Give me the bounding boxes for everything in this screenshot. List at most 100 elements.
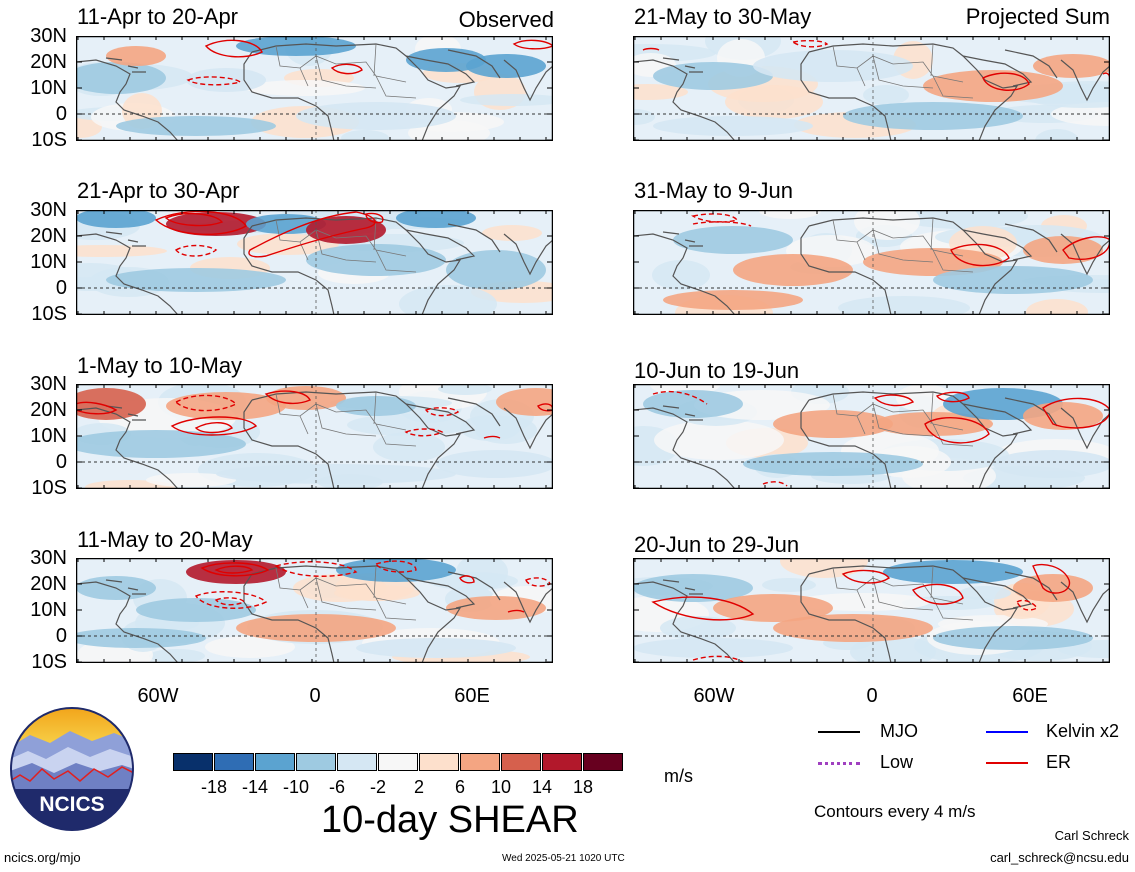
er-contour-positive — [365, 212, 384, 224]
shading-region — [673, 226, 793, 254]
panel-title-8: 20-Jun to 29-Jun — [634, 532, 800, 557]
shading-region — [933, 626, 1093, 650]
shading-region — [663, 290, 803, 310]
colorbar-tick-label: -10 — [282, 777, 309, 797]
website-link[interactable]: ncics.org/mjo — [4, 850, 81, 865]
er-contour-positive — [194, 422, 233, 434]
lat-label-row4-2: 10N — [30, 599, 67, 621]
shading-patch — [854, 210, 920, 240]
panel-title-4: 11-May to 20-May — [77, 527, 253, 552]
mjo-legend-label: MJO — [880, 721, 918, 741]
colorbar-swatch — [460, 753, 500, 771]
er-contour-positive — [248, 211, 376, 258]
country-borders — [275, 217, 417, 273]
er-contour-positive — [935, 391, 970, 403]
coastline — [405, 397, 501, 435]
shading-region — [933, 266, 1093, 294]
timestamp: Wed 2025-05-21 1020 UTC — [502, 853, 625, 864]
lat-label-row4-1: 20N — [30, 573, 67, 595]
er-contour-negative — [274, 561, 358, 577]
ncics-logo-text: NCICS — [39, 793, 104, 816]
colorbar-tick-label: -6 — [328, 777, 345, 797]
shading-patch — [205, 636, 295, 658]
colorbar-swatch — [296, 753, 336, 771]
colorbar-tick-label: -2 — [369, 777, 386, 797]
shading-patch — [896, 384, 952, 412]
units-label: m/s — [664, 766, 693, 786]
lon-label-60w-left: 60W — [137, 685, 179, 707]
shading-region — [446, 596, 546, 620]
shading-region — [436, 450, 553, 478]
er-contour-negative — [424, 407, 459, 417]
colorbar-swatch — [337, 753, 377, 771]
shading-region — [76, 388, 146, 420]
er-contour-positive — [164, 212, 224, 227]
coastline — [76, 59, 179, 141]
shading-region — [993, 450, 1110, 478]
coastline — [633, 581, 736, 663]
er-contour-positive — [1032, 563, 1071, 594]
map-panel-3 — [76, 384, 553, 489]
coastline — [1060, 233, 1110, 276]
shading-region — [136, 598, 256, 622]
colorbar-tick-label: 10 — [490, 777, 512, 797]
shading-patch — [1026, 299, 1088, 315]
coastline — [105, 57, 146, 73]
colorbar-swatch — [378, 753, 418, 771]
panel-title-2: 21-Apr to 30-Apr — [77, 178, 240, 203]
shading-region — [446, 250, 546, 290]
shading-patch — [438, 384, 492, 395]
er-contour-positive — [170, 416, 258, 436]
lat-label-row3-3: 0 — [55, 451, 67, 473]
coastline — [405, 223, 501, 261]
lat-label-row2-0: 30N — [30, 199, 67, 221]
er-contour-positive — [537, 403, 553, 412]
coastline — [662, 57, 703, 73]
shading-patch — [652, 260, 710, 290]
er-contour-positive — [76, 401, 118, 415]
map-panel-2 — [76, 210, 553, 315]
lat-label-row1-0: 30N — [30, 25, 67, 47]
colorbar-tick-label: 14 — [531, 777, 553, 797]
author-email: carl_schreck@ncsu.edu — [990, 850, 1129, 865]
colorbar-swatch — [501, 753, 541, 771]
er-contour-positive — [982, 72, 1030, 91]
er-contour-positive — [264, 390, 311, 405]
lat-label-row2-2: 10N — [30, 251, 67, 273]
author-name: Carl Schreck — [1054, 828, 1129, 843]
er-contour-positive — [651, 596, 755, 621]
shading-region — [1033, 54, 1110, 78]
lat-label-row3-0: 30N — [30, 373, 67, 395]
coastline — [405, 49, 501, 87]
shading-region — [496, 388, 553, 416]
coastline — [633, 233, 736, 315]
shading-patch — [654, 420, 784, 460]
shading-patch — [863, 85, 909, 105]
colorbar-tick-label: -14 — [241, 777, 268, 797]
coastline — [1060, 581, 1110, 624]
er-contour-positive — [950, 243, 1010, 267]
colorbar-swatch — [214, 753, 254, 771]
coastline — [962, 397, 1058, 435]
shading-region — [76, 430, 246, 458]
shading-patch — [633, 84, 688, 100]
er-contour-positive — [459, 575, 475, 584]
lat-label-row1-4: 10S — [31, 129, 67, 151]
shading-region — [773, 614, 933, 642]
panel-title-5: 21-May to 30-May — [634, 4, 812, 29]
shading-region — [106, 46, 166, 66]
shading-patch — [475, 416, 537, 444]
coastline — [76, 407, 179, 489]
er-contour-positive — [911, 583, 964, 605]
shading-region — [306, 244, 446, 276]
coastline — [503, 233, 553, 276]
colorbar-swatch — [583, 753, 623, 771]
shading-patch — [341, 130, 389, 141]
shading-region — [76, 62, 166, 94]
er-contour-positive — [841, 569, 891, 584]
shading-region — [356, 638, 516, 658]
shading-region — [653, 116, 813, 136]
kelvin-legend-line — [986, 731, 1028, 733]
er-contour-positive — [507, 609, 525, 613]
coastline — [405, 571, 501, 609]
